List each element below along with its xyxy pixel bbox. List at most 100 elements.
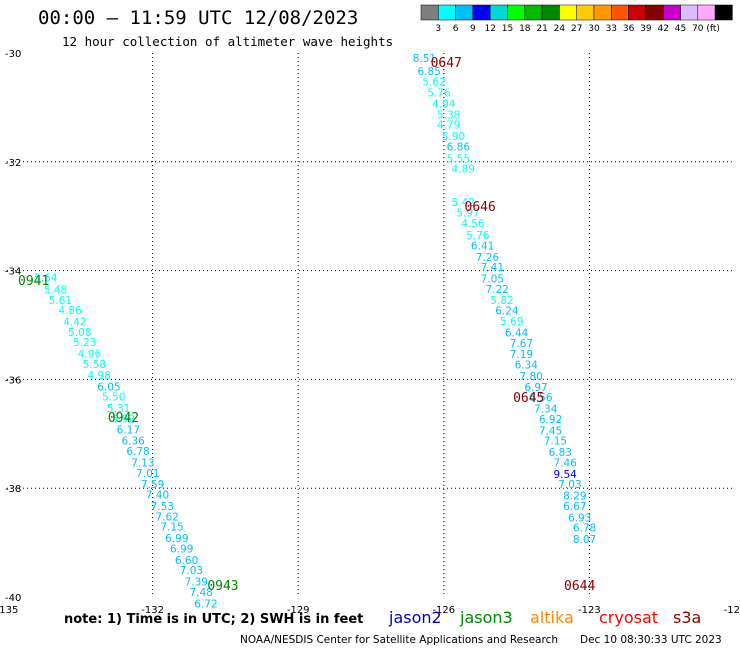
swh-value-label: 4.56 <box>461 218 485 230</box>
swh-value-label: 7.40 <box>146 490 169 502</box>
swh-value-label: 6.36 <box>121 436 145 448</box>
pass-time-label: 0645 <box>513 391 544 406</box>
swh-value-label: 6.56 <box>529 392 553 404</box>
lat-tick-label: -40 <box>5 593 21 604</box>
swh-value-label: 7.34 <box>534 404 558 416</box>
swh-value-label: 6.92 <box>539 414 562 426</box>
swh-value-label: 6.83 <box>549 447 572 459</box>
pass-time-labels: 0941 0942 0943 0647 0646 0645 0644 <box>18 56 595 594</box>
swh-value-label: 4.96 <box>78 349 102 361</box>
pass-time-label: 0941 <box>18 274 49 289</box>
swh-value-label: 5.64 <box>34 272 58 284</box>
swh-value-label: 5.55 <box>447 153 470 165</box>
colorbar-swatch <box>611 4 629 21</box>
swh-value-label: 8.07 <box>573 534 596 546</box>
lat-tick-label: -36 <box>5 375 21 386</box>
map-tick-labels: -135 -132 -129 -126 -123 -120 -30 -32 -34 -36 -38 -… <box>0 49 740 616</box>
swh-value-label: 4.42 <box>63 317 86 329</box>
swh-value-label: 5.23 <box>73 337 96 349</box>
swh-value-label: 4.89 <box>452 164 475 176</box>
page-title: 00:00 – 11:59 UTC 12/08/2023 <box>38 7 359 29</box>
colorbar-label: 70 <box>692 24 704 34</box>
swh-value-label: 6.41 <box>471 240 494 252</box>
swh-value-label: 5.76 <box>466 230 490 242</box>
colorbar-label: 18 <box>519 24 531 34</box>
swh-value-label: 7.67 <box>510 338 533 350</box>
swh-value-label: 5.92 <box>112 413 135 425</box>
swh-value-label: 5.58 <box>83 359 106 371</box>
swh-value-label: 7.46 <box>553 457 577 469</box>
swh-value-label: 7.22 <box>485 284 508 296</box>
swh-value-label: 5.38 <box>437 109 460 121</box>
colorbar-swatch <box>472 4 491 21</box>
colorbar-label: 6 <box>453 24 459 34</box>
swh-value-label: 6.72 <box>194 598 217 610</box>
colorbar-swatch <box>593 4 612 21</box>
colorbar-swatch <box>507 4 526 21</box>
colorbar-label: 12 <box>484 24 495 34</box>
colorbar-label: 15 <box>502 24 513 34</box>
pass-time-label: 0942 <box>108 411 139 426</box>
colorbar-swatch <box>455 4 474 21</box>
swh-value-label: 5.48 <box>44 284 67 296</box>
swh-value-label: 7.15 <box>160 522 183 534</box>
colorbar-label: 30 <box>588 24 600 34</box>
swh-value-label: 6.60 <box>175 555 198 567</box>
satellite-legend-jason3: jason3 <box>460 608 513 627</box>
lon-tick-label: -135 <box>0 605 18 616</box>
credit-text: NOAA/NESDIS Center for Satellite Applica… <box>240 634 558 646</box>
pass-time-label: 0943 <box>207 579 238 594</box>
colorbar-swatch <box>524 4 543 21</box>
note-text: note: 1) Time is in UTC; 2) SWH is in fe… <box>64 612 364 627</box>
lon-tick-label: -132 <box>141 605 164 616</box>
swh-value-label: 7.05 <box>481 274 504 286</box>
lat-tick-label: -38 <box>5 484 21 495</box>
colorbar-label: 42 <box>657 24 668 34</box>
map-grid <box>7 53 735 597</box>
colorbar: 3 6 9 12 15 18 21 24 27 30 33 36 39 42 45 70 (ft) <box>420 4 733 34</box>
colorbar-label: 21 <box>536 24 547 34</box>
swh-value-label: 6.78 <box>126 446 149 458</box>
swh-value-label: 9.54 <box>553 469 577 481</box>
swh-value-label: 7.48 <box>189 587 212 599</box>
colorbar-swatch <box>438 4 456 21</box>
swh-value-label: 5.82 <box>490 295 513 307</box>
swh-value-label: 6.78 <box>573 523 596 535</box>
swh-value-label: 6.17 <box>117 424 140 436</box>
lon-tick-label: -126 <box>432 605 455 616</box>
swh-value-label: 7.80 <box>519 371 542 383</box>
swh-value-label: 5.61 <box>49 295 72 307</box>
swh-value-label: 7.45 <box>539 425 562 437</box>
lat-tick-label: -30 <box>5 49 21 60</box>
swh-value-label: 7.19 <box>510 349 533 361</box>
satellite-legend-cryosat: cryosat <box>599 608 659 627</box>
satellite-legend-altika: altika <box>530 608 574 627</box>
colorbar-swatch <box>420 4 439 21</box>
colorbar-swatch <box>714 4 733 21</box>
colorbar-swatch <box>680 4 699 21</box>
swh-value-label: 8.29 <box>563 491 586 503</box>
colorbar-label: (ft) <box>706 24 720 34</box>
swh-value-label: 7.01 <box>136 468 159 480</box>
colorbar-label: 45 <box>675 24 686 34</box>
swh-value-label: 5.50 <box>102 392 125 404</box>
swh-value-label: 6.24 <box>495 306 519 318</box>
swh-value-label: 5.31 <box>107 403 130 415</box>
swh-value-label: 7.03 <box>180 565 203 577</box>
swh-value-label: 7.59 <box>141 479 164 491</box>
swh-value-label: 5.97 <box>456 208 479 220</box>
swh-value-label: 5.08 <box>68 327 91 339</box>
swh-value-label: 4.94 <box>432 98 456 110</box>
swh-value-label: 6.99 <box>170 543 193 555</box>
swh-value-label: 6.86 <box>447 141 471 153</box>
colorbar-label: 27 <box>571 24 582 34</box>
swh-value-label: 6.67 <box>563 501 586 513</box>
swh-value-label: 5.42 <box>452 197 475 209</box>
colorbar-swatch <box>628 4 647 21</box>
colorbar-swatch <box>541 4 560 21</box>
colorbar-label: 9 <box>470 24 476 34</box>
colorbar-swatch <box>576 4 595 21</box>
pass-time-label: 0646 <box>465 200 496 215</box>
swh-value-label: 7.62 <box>155 511 178 523</box>
